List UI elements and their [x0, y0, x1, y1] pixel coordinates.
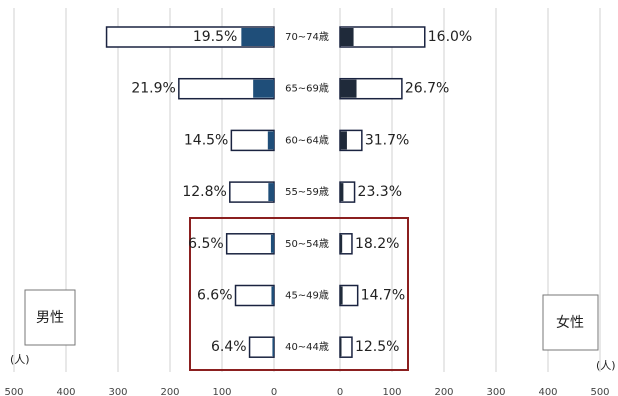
share-label: 6.6%: [197, 288, 233, 304]
x-tick-label: 0: [271, 387, 277, 396]
unit-label: (人): [10, 353, 30, 366]
share-label: 12.8%: [182, 184, 226, 200]
share-label: 18.2%: [355, 236, 399, 252]
share-bar: [253, 79, 274, 98]
share-bar: [340, 28, 354, 46]
share-label: 16.0%: [428, 29, 472, 45]
x-tick-label: 300: [108, 387, 127, 396]
share-bar: [268, 183, 274, 202]
age-label: 50~54歳: [285, 238, 329, 250]
share-label: 6.4%: [211, 339, 247, 355]
share-label: 23.3%: [358, 184, 402, 200]
x-tick-label: 500: [590, 387, 609, 396]
share-bar: [340, 234, 343, 253]
share-label: 31.7%: [365, 132, 409, 148]
x-tick-label: 100: [382, 387, 401, 396]
x-tick-label: 200: [434, 387, 453, 396]
share-bar: [267, 131, 274, 150]
age-label: 70~74歳: [285, 31, 329, 43]
x-tick-label: 400: [56, 387, 75, 396]
share-bar: [241, 28, 274, 46]
share-label: 14.5%: [184, 132, 228, 148]
share-bar: [340, 286, 343, 305]
total-bar: [225, 233, 275, 255]
share-bar: [340, 338, 342, 357]
share-bar: [340, 79, 357, 98]
share-bar: [340, 183, 344, 202]
total-bar: [339, 336, 353, 358]
x-tick-label: 0: [337, 387, 343, 396]
share-bar: [272, 338, 274, 357]
x-tick-label: 200: [160, 387, 179, 396]
x-tick-label: 300: [486, 387, 505, 396]
legend-box: [542, 294, 599, 351]
total-bar: [248, 336, 275, 358]
age-label: 65~69歳: [285, 83, 329, 95]
share-bar: [271, 286, 274, 305]
share-label: 6.5%: [188, 236, 224, 252]
share-bar: [340, 131, 347, 150]
share-label: 19.5%: [193, 29, 237, 45]
x-tick-label: 100: [212, 387, 231, 396]
age-label: 60~64歳: [285, 134, 329, 146]
legend-female: 女性: [556, 314, 584, 331]
x-tick-label: 500: [4, 387, 23, 396]
share-label: 14.7%: [361, 288, 405, 304]
age-label: 45~49歳: [285, 290, 329, 302]
share-label: 12.5%: [355, 339, 399, 355]
total-bar: [230, 129, 275, 152]
share-label: 21.9%: [131, 81, 175, 97]
total-bar: [234, 284, 275, 307]
legend-male: 男性: [36, 310, 64, 326]
highlight-box: [189, 217, 409, 371]
share-label: 26.7%: [405, 81, 449, 97]
age-label: 40~44歳: [285, 341, 329, 353]
x-tick-label: 400: [538, 387, 557, 396]
share-bar: [270, 234, 274, 253]
total-bar: [229, 181, 275, 203]
legend-box: [24, 289, 76, 346]
unit-label: (人): [596, 359, 616, 372]
total-bar: [339, 284, 359, 307]
age-label: 55~59歳: [285, 186, 329, 198]
